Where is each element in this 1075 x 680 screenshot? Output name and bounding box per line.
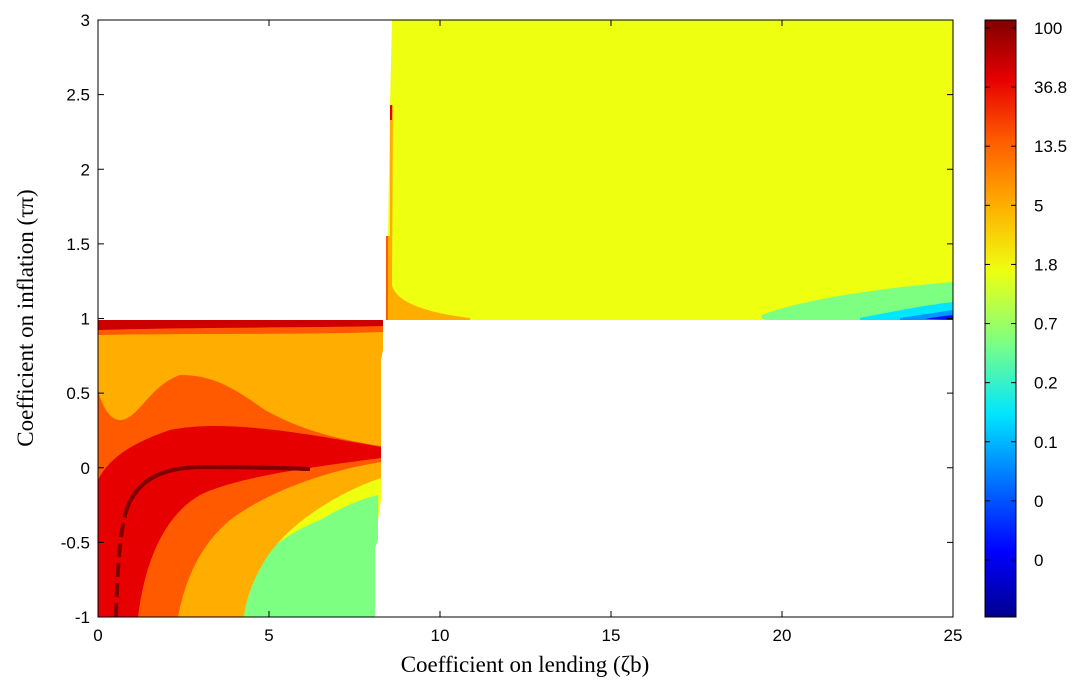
colorbar-ticks: 100 36.8 13.5 5 1.8 0.7 0.2 0.1 0 0 <box>985 19 1067 570</box>
contour-fill-high-36.8 <box>390 105 392 120</box>
y-axis: -1 -0.5 0 0.5 1 1.5 2 2.5 3 <box>61 11 953 627</box>
x-tick-label: 20 <box>773 626 792 645</box>
x-tick-label: 15 <box>602 626 621 645</box>
contour-fill-5-inner <box>103 333 381 420</box>
x-tick-label: 25 <box>944 626 963 645</box>
contour-fill-high-5 <box>386 105 470 320</box>
y-tick-label: 1.5 <box>66 235 90 254</box>
contour-fill-36.8-top <box>98 320 383 330</box>
contour-line-100-solid <box>126 464 311 506</box>
y-tick-label: 3 <box>81 11 90 30</box>
contour-fill-high-13.5 <box>386 236 388 320</box>
colorbar: 100 36.8 13.5 5 1.8 0.7 0.2 0.1 0 0 <box>984 19 1067 618</box>
colorbar-tick-label: 0 <box>1034 551 1043 570</box>
y-tick-label: 0.5 <box>66 384 90 403</box>
x-tick-label: 10 <box>431 626 450 645</box>
colorbar-tick-label: 0 <box>1034 492 1043 511</box>
y-tick-label: -0.5 <box>61 533 90 552</box>
contour-region-low <box>98 320 383 617</box>
x-tick-label: 0 <box>93 626 102 645</box>
colorbar-tick-label: 0.1 <box>1034 433 1058 452</box>
y-axis-title: Coefficient on inflation (τπ) <box>13 189 38 446</box>
colorbar-tick-label: 13.5 <box>1034 137 1067 156</box>
y-tick-label: 0 <box>81 459 90 478</box>
contour-fill-high-0 <box>925 315 953 320</box>
colorbar-tick-label: 100 <box>1034 19 1062 38</box>
colorbar-tick-label: 5 <box>1034 196 1043 215</box>
contour-fill-high-1.8 <box>386 20 953 320</box>
y-tick-label: -1 <box>75 608 90 627</box>
contour-region-high <box>386 20 953 320</box>
contour-fill-36.8 <box>98 426 381 617</box>
colorbar-tick-label: 0.2 <box>1034 374 1058 393</box>
colorbar-tick-label: 1.8 <box>1034 255 1058 274</box>
y-tick-label: 1 <box>81 310 90 329</box>
x-axis-title: Coefficient on lending (ζb) <box>401 652 650 677</box>
colorbar-tick-label: 0.7 <box>1034 315 1058 334</box>
colorbar-tick-label: 36.8 <box>1034 78 1067 97</box>
x-axis: 0 5 10 15 20 25 <box>93 20 962 645</box>
y-tick-label: 2 <box>81 160 90 179</box>
colorbar-bar <box>984 19 1017 618</box>
contour-fill-0.7 <box>225 495 378 617</box>
x-tick-label: 5 <box>264 626 273 645</box>
y-tick-label: 2.5 <box>66 86 90 105</box>
